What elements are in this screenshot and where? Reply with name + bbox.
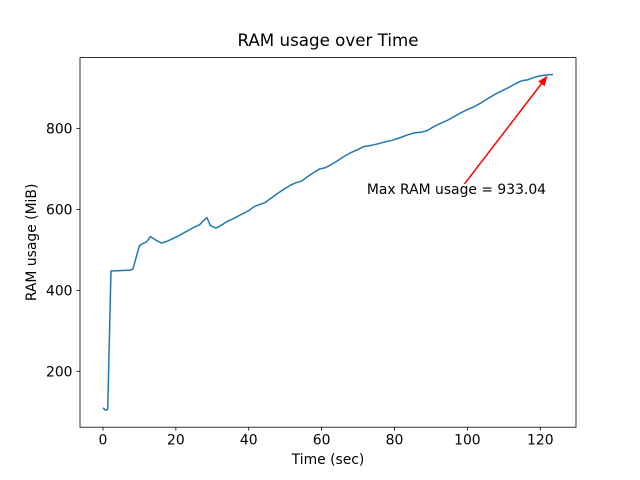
x-axis-label: Time (sec): [291, 452, 365, 468]
chart-title: RAM usage over Time: [237, 30, 418, 50]
axes-spines: [79, 57, 577, 428]
x-tick-label: 20: [167, 433, 185, 449]
y-tick-label: 200: [46, 364, 73, 380]
ram-usage-line: [102, 73, 554, 411]
x-tick-label: 80: [386, 433, 404, 449]
plot-area: [80, 57, 576, 428]
x-tick-label: 100: [454, 433, 481, 449]
max-annotation-label: Max RAM usage = 933.04: [367, 182, 546, 198]
x-axis-ticks: 0 20 40 60 80 100 120: [99, 427, 554, 449]
x-tick-label: 60: [313, 433, 331, 449]
x-tick-label: 40: [240, 433, 258, 449]
y-tick-label: 400: [46, 283, 73, 299]
y-tick-label: 800: [46, 121, 73, 137]
x-tick-label: 120: [527, 433, 554, 449]
y-axis-label: RAM usage (MiB): [24, 184, 40, 302]
y-tick-label: 600: [46, 202, 73, 218]
y-axis-ticks: 200 400 600 800: [46, 121, 80, 380]
max-annotation-arrow: [463, 75, 548, 185]
x-tick-label: 0: [99, 433, 108, 449]
